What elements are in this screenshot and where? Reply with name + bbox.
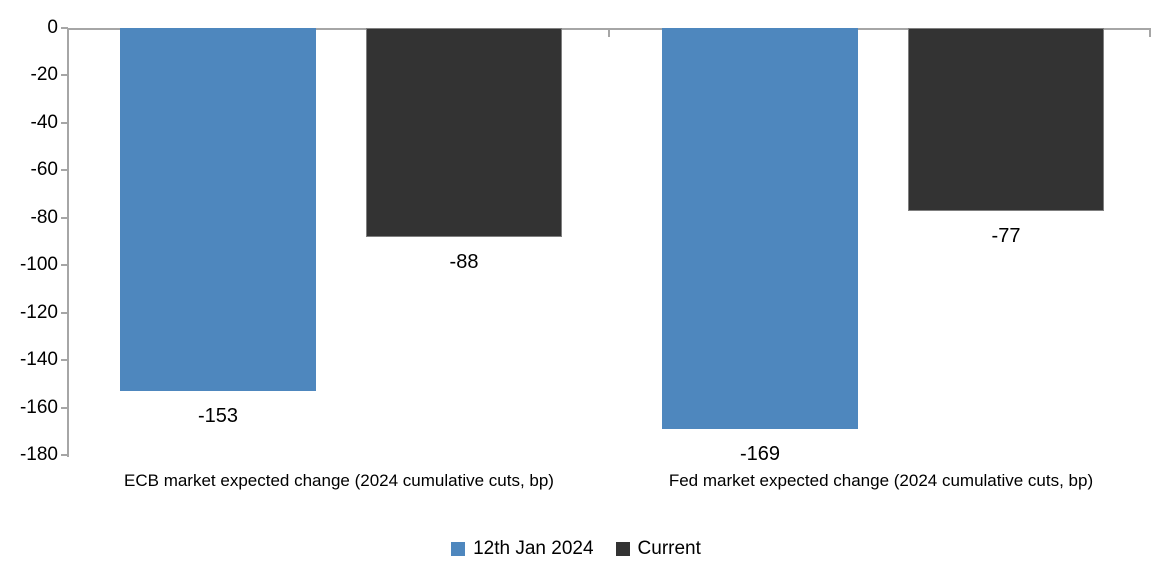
legend: 12th Jan 2024 Current [0,538,1152,560]
y-axis-tick-label: -80 [30,206,58,228]
legend-swatch-current [615,542,630,556]
y-axis-tick-label: -180 [19,444,58,465]
bar-current-cat0 [366,28,562,237]
bar-current-cat1 [908,28,1104,211]
bar-12th-jan-2024-cat0 [120,28,316,391]
y-axis-tick-mark [61,27,68,29]
y-axis-tick-mark [61,406,68,409]
y-axis-tick-label: -20 [30,64,58,86]
y-axis-line [67,28,69,457]
bar-value-label: -153 [197,405,239,427]
legend-item-12th-jan-2024: 12th Jan 2024 [451,538,594,560]
legend-label: Current [637,538,701,559]
bar-value-label: -169 [739,443,781,465]
category-label: Fed market expected change (2024 cumulat… [668,471,1094,490]
y-axis-tick-mark [61,121,68,124]
y-axis-tick-mark [61,359,68,362]
y-axis-tick-mark [61,74,68,77]
bar-value-label: -77 [991,225,1021,247]
y-axis-tick-label: 0 [47,17,58,38]
category-boundary-tick [608,28,610,37]
category-label: ECB market expected change (2024 cumulat… [124,471,554,490]
y-axis-tick-label: -160 [19,396,58,418]
y-axis-tick-mark [61,216,68,219]
y-axis-tick-mark [61,169,68,172]
y-axis-tick-label: -40 [30,111,58,133]
category-boundary-tick [1149,28,1151,37]
y-axis-tick-mark [61,311,68,314]
y-axis-tick-label: -60 [30,159,58,181]
legend-label: 12th Jan 2024 [473,538,594,559]
bar-12th-jan-2024-cat1 [662,28,858,429]
y-axis-tick-mark [61,454,68,456]
y-axis-tick-mark [61,264,68,267]
y-axis-tick-label: -140 [19,349,58,371]
legend-item-current: Current [615,538,701,560]
legend-swatch-12th-jan-2024 [451,542,466,556]
y-axis-tick-label: -100 [19,254,58,276]
y-axis-tick-label: -120 [19,301,58,323]
bar-value-label: -88 [449,251,479,273]
